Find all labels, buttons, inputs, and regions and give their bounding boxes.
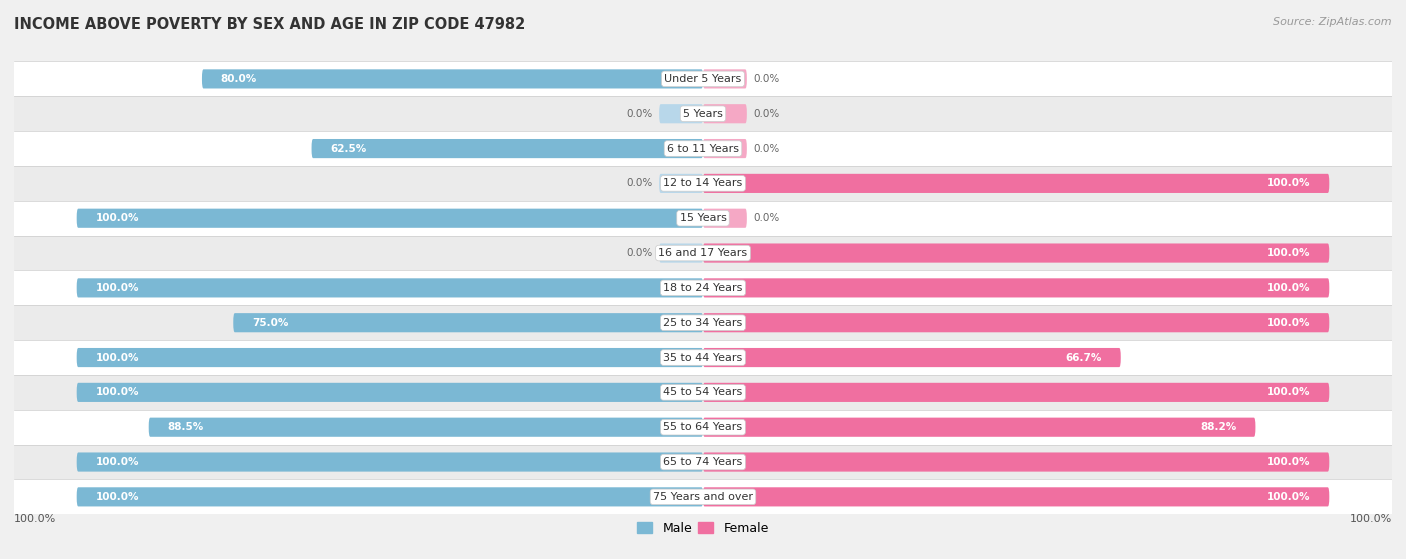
- Bar: [14, 340, 1392, 375]
- Text: 100.0%: 100.0%: [96, 492, 139, 502]
- Text: 100.0%: 100.0%: [1267, 318, 1310, 328]
- Text: 75.0%: 75.0%: [252, 318, 288, 328]
- FancyBboxPatch shape: [233, 313, 703, 332]
- Text: 45 to 54 Years: 45 to 54 Years: [664, 387, 742, 397]
- Legend: Male, Female: Male, Female: [633, 517, 773, 540]
- Bar: [14, 166, 1392, 201]
- Text: 0.0%: 0.0%: [754, 144, 779, 154]
- FancyBboxPatch shape: [703, 244, 1329, 263]
- FancyBboxPatch shape: [703, 278, 1329, 297]
- FancyBboxPatch shape: [659, 244, 703, 263]
- Text: 25 to 34 Years: 25 to 34 Years: [664, 318, 742, 328]
- Text: 88.5%: 88.5%: [167, 422, 204, 432]
- Text: INCOME ABOVE POVERTY BY SEX AND AGE IN ZIP CODE 47982: INCOME ABOVE POVERTY BY SEX AND AGE IN Z…: [14, 17, 526, 32]
- Text: 0.0%: 0.0%: [754, 109, 779, 119]
- Text: 100.0%: 100.0%: [96, 283, 139, 293]
- FancyBboxPatch shape: [703, 209, 747, 228]
- FancyBboxPatch shape: [77, 278, 703, 297]
- Text: 100.0%: 100.0%: [1267, 492, 1310, 502]
- Text: 100.0%: 100.0%: [1267, 178, 1310, 188]
- Text: 0.0%: 0.0%: [627, 178, 652, 188]
- FancyBboxPatch shape: [77, 452, 703, 472]
- FancyBboxPatch shape: [659, 104, 703, 124]
- FancyBboxPatch shape: [312, 139, 703, 158]
- Text: 66.7%: 66.7%: [1066, 353, 1102, 363]
- Text: 5 Years: 5 Years: [683, 109, 723, 119]
- FancyBboxPatch shape: [703, 418, 1256, 437]
- Text: 100.0%: 100.0%: [1267, 387, 1310, 397]
- Bar: [14, 61, 1392, 96]
- FancyBboxPatch shape: [703, 104, 747, 124]
- FancyBboxPatch shape: [659, 174, 703, 193]
- Bar: [14, 480, 1392, 514]
- Bar: [14, 271, 1392, 305]
- Text: 80.0%: 80.0%: [221, 74, 257, 84]
- Bar: [14, 305, 1392, 340]
- FancyBboxPatch shape: [77, 348, 703, 367]
- FancyBboxPatch shape: [202, 69, 703, 88]
- Bar: [14, 131, 1392, 166]
- Text: 100.0%: 100.0%: [96, 353, 139, 363]
- Text: 16 and 17 Years: 16 and 17 Years: [658, 248, 748, 258]
- Text: 62.5%: 62.5%: [330, 144, 367, 154]
- Bar: [14, 444, 1392, 480]
- Text: 65 to 74 Years: 65 to 74 Years: [664, 457, 742, 467]
- FancyBboxPatch shape: [703, 313, 1329, 332]
- Text: Source: ZipAtlas.com: Source: ZipAtlas.com: [1274, 17, 1392, 27]
- Text: 100.0%: 100.0%: [14, 514, 56, 524]
- FancyBboxPatch shape: [703, 452, 1329, 472]
- Text: 100.0%: 100.0%: [1267, 457, 1310, 467]
- Text: 100.0%: 100.0%: [1267, 248, 1310, 258]
- Text: 0.0%: 0.0%: [627, 109, 652, 119]
- FancyBboxPatch shape: [703, 69, 747, 88]
- Text: 100.0%: 100.0%: [1267, 283, 1310, 293]
- Bar: [14, 201, 1392, 236]
- Bar: [14, 410, 1392, 444]
- Text: 0.0%: 0.0%: [754, 74, 779, 84]
- FancyBboxPatch shape: [703, 383, 1329, 402]
- Text: 75 Years and over: 75 Years and over: [652, 492, 754, 502]
- Text: 15 Years: 15 Years: [679, 213, 727, 223]
- Text: 100.0%: 100.0%: [96, 213, 139, 223]
- Text: 100.0%: 100.0%: [96, 457, 139, 467]
- FancyBboxPatch shape: [77, 209, 703, 228]
- Text: 88.2%: 88.2%: [1201, 422, 1237, 432]
- FancyBboxPatch shape: [77, 487, 703, 506]
- Text: 100.0%: 100.0%: [96, 387, 139, 397]
- Bar: [14, 236, 1392, 271]
- FancyBboxPatch shape: [703, 174, 1329, 193]
- FancyBboxPatch shape: [703, 487, 1329, 506]
- Bar: [14, 96, 1392, 131]
- FancyBboxPatch shape: [149, 418, 703, 437]
- FancyBboxPatch shape: [703, 139, 747, 158]
- Text: Under 5 Years: Under 5 Years: [665, 74, 741, 84]
- Text: 0.0%: 0.0%: [754, 213, 779, 223]
- FancyBboxPatch shape: [703, 348, 1121, 367]
- Text: 12 to 14 Years: 12 to 14 Years: [664, 178, 742, 188]
- Text: 0.0%: 0.0%: [627, 248, 652, 258]
- Text: 55 to 64 Years: 55 to 64 Years: [664, 422, 742, 432]
- FancyBboxPatch shape: [77, 383, 703, 402]
- Bar: [14, 375, 1392, 410]
- Text: 18 to 24 Years: 18 to 24 Years: [664, 283, 742, 293]
- Text: 100.0%: 100.0%: [1350, 514, 1392, 524]
- Text: 6 to 11 Years: 6 to 11 Years: [666, 144, 740, 154]
- Text: 35 to 44 Years: 35 to 44 Years: [664, 353, 742, 363]
